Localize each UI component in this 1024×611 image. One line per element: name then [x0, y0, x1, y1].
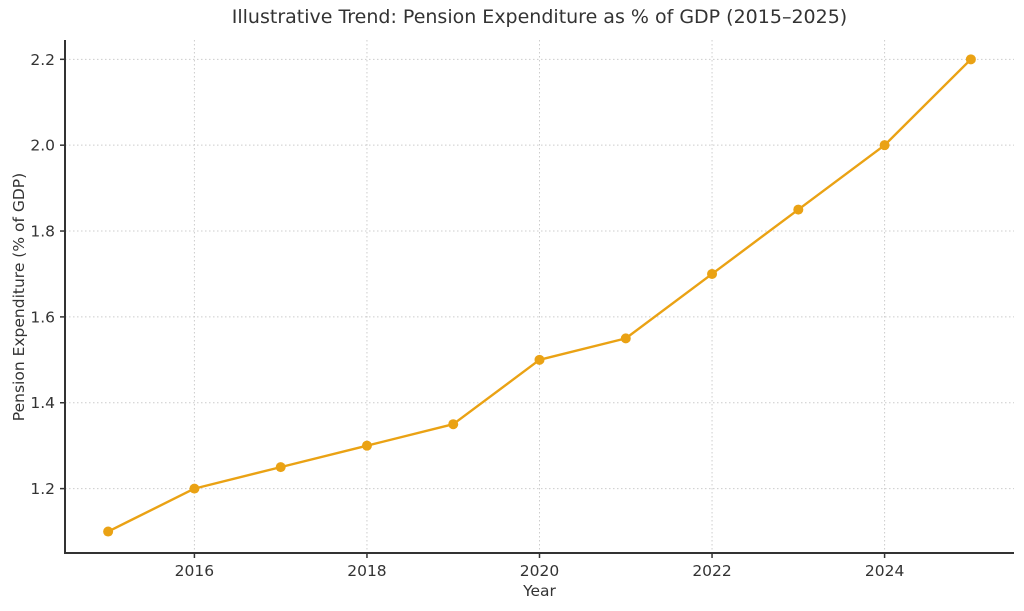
data-point-marker	[103, 526, 114, 537]
x-tick-label: 2018	[347, 562, 386, 580]
data-point-marker	[965, 54, 976, 65]
data-point-marker	[620, 333, 631, 344]
y-tick-label: 1.6	[30, 308, 55, 326]
data-point-marker	[448, 419, 459, 430]
y-tick-label: 2.2	[30, 51, 55, 69]
y-tick-label: 1.2	[30, 480, 55, 498]
x-tick-label: 2016	[175, 562, 214, 580]
gridlines	[65, 40, 1014, 553]
y-tick-label: 2.0	[30, 137, 55, 155]
x-tick-label: 2022	[692, 562, 731, 580]
chart-title: Illustrative Trend: Pension Expenditure …	[231, 6, 848, 28]
y-axis-label: Pension Expenditure (% of GDP)	[10, 172, 29, 421]
data-point-marker	[534, 354, 545, 365]
data-point-marker	[793, 204, 804, 215]
data-point-marker	[275, 462, 286, 473]
y-tick-label: 1.8	[30, 223, 55, 241]
y-axis-label-wrap: Pension Expenditure (% of GDP)	[0, 40, 38, 553]
data-point-marker	[879, 140, 890, 151]
y-tick-label: 1.4	[30, 394, 55, 412]
data-point-marker	[707, 268, 718, 279]
data-point-marker	[361, 440, 372, 451]
x-tick-label: 2020	[520, 562, 559, 580]
x-axis-label: Year	[523, 582, 556, 600]
x-tick-label: 2024	[865, 562, 904, 580]
data-point-marker	[189, 483, 200, 494]
